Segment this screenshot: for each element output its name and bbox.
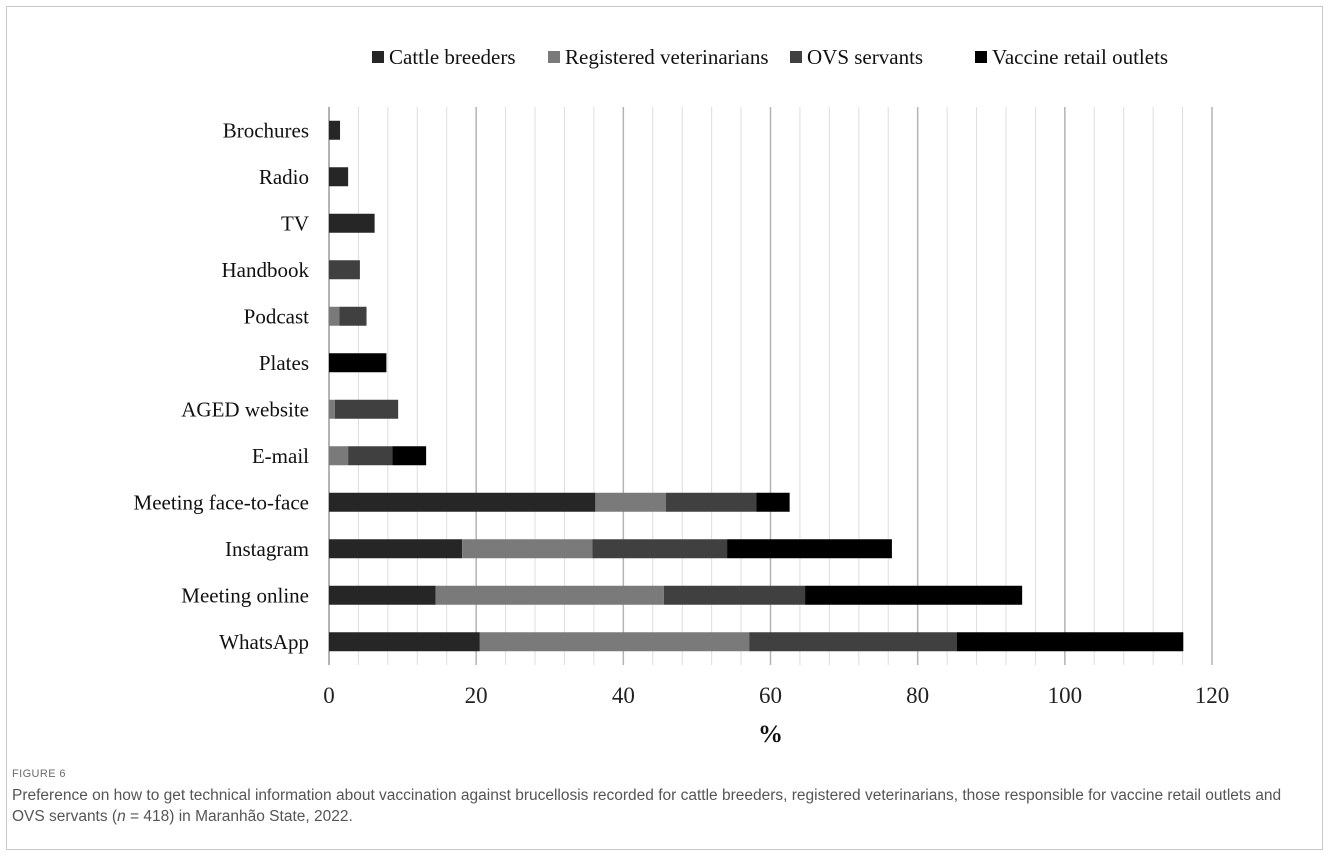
figure-caption: Preference on how to get technical infor…: [12, 785, 1302, 827]
caption-n: n: [117, 808, 126, 825]
bar-segment: [595, 492, 667, 512]
x-tick-label: 0: [323, 683, 335, 708]
bar-segment: [329, 306, 340, 326]
bar-segment: [956, 632, 1184, 652]
bar-segment: [663, 585, 806, 605]
x-tick-label: 20: [465, 683, 488, 708]
bar-segment: [749, 632, 957, 652]
bar-segment: [329, 585, 436, 605]
category-label: Handbook: [222, 258, 310, 282]
x-tick-label: 60: [759, 683, 782, 708]
category-label: Podcast: [244, 304, 309, 328]
bar-segment: [592, 539, 728, 559]
bar-segment: [329, 446, 349, 466]
bar-segment: [329, 120, 341, 140]
legend-label: OVS servants: [807, 45, 923, 69]
x-tick-label: 120: [1195, 683, 1230, 708]
category-label: Plates: [259, 351, 309, 375]
bar-segment: [727, 539, 892, 559]
legend-swatch: [790, 51, 802, 63]
bar-segment: [334, 399, 399, 419]
category-label: E-mail: [252, 444, 309, 468]
x-tick-label: 40: [612, 683, 635, 708]
stacked-bar-chart: Brochures Radio TV Handbook Podcast Plates AGE…: [134, 45, 1230, 748]
legend-swatch: [548, 51, 560, 63]
x-tick-label: 80: [906, 683, 929, 708]
legend-label: Vaccine retail outlets: [992, 45, 1168, 69]
figure-label: FIGURE 6: [12, 768, 66, 780]
bar-segment: [666, 492, 757, 512]
category-label: Meeting online: [181, 583, 309, 607]
category-label: Meeting face-to-face: [134, 490, 309, 514]
caption-text-post: = 418) in Maranhão State, 2022.: [125, 808, 353, 825]
category-label: Instagram: [225, 537, 309, 561]
bar-segment: [348, 446, 393, 466]
bar-segment: [329, 167, 349, 187]
caption-text-pre: Preference on how to get technical infor…: [12, 787, 1282, 825]
bar-segment: [329, 539, 463, 559]
bar-segment: [479, 632, 750, 652]
bar-segment: [756, 492, 790, 512]
bar-segment: [329, 353, 387, 373]
bar-segment: [329, 260, 360, 280]
legend-label: Cattle breeders: [389, 45, 516, 69]
category-label: WhatsApp: [219, 630, 309, 654]
bar-segment: [805, 585, 1023, 605]
legend-swatch: [975, 51, 987, 63]
category-label: TV: [281, 211, 309, 235]
legend-swatch: [372, 51, 384, 63]
bar-segment: [435, 585, 664, 605]
bar-segment: [339, 306, 367, 326]
category-label: Brochures: [223, 118, 309, 142]
legend-label: Registered veterinarians: [565, 45, 769, 69]
bar-segment: [329, 213, 375, 233]
category-label: AGED website: [181, 397, 309, 421]
bar-segment: [329, 492, 596, 512]
bar-segment: [392, 446, 427, 466]
x-axis-label: %: [758, 721, 783, 748]
bar-segment: [462, 539, 593, 559]
bar-segment: [329, 632, 480, 652]
bar-segment: [329, 399, 335, 419]
x-tick-label: 100: [1048, 683, 1083, 708]
category-label: Radio: [259, 165, 309, 189]
figure-frame: [6, 6, 1323, 850]
